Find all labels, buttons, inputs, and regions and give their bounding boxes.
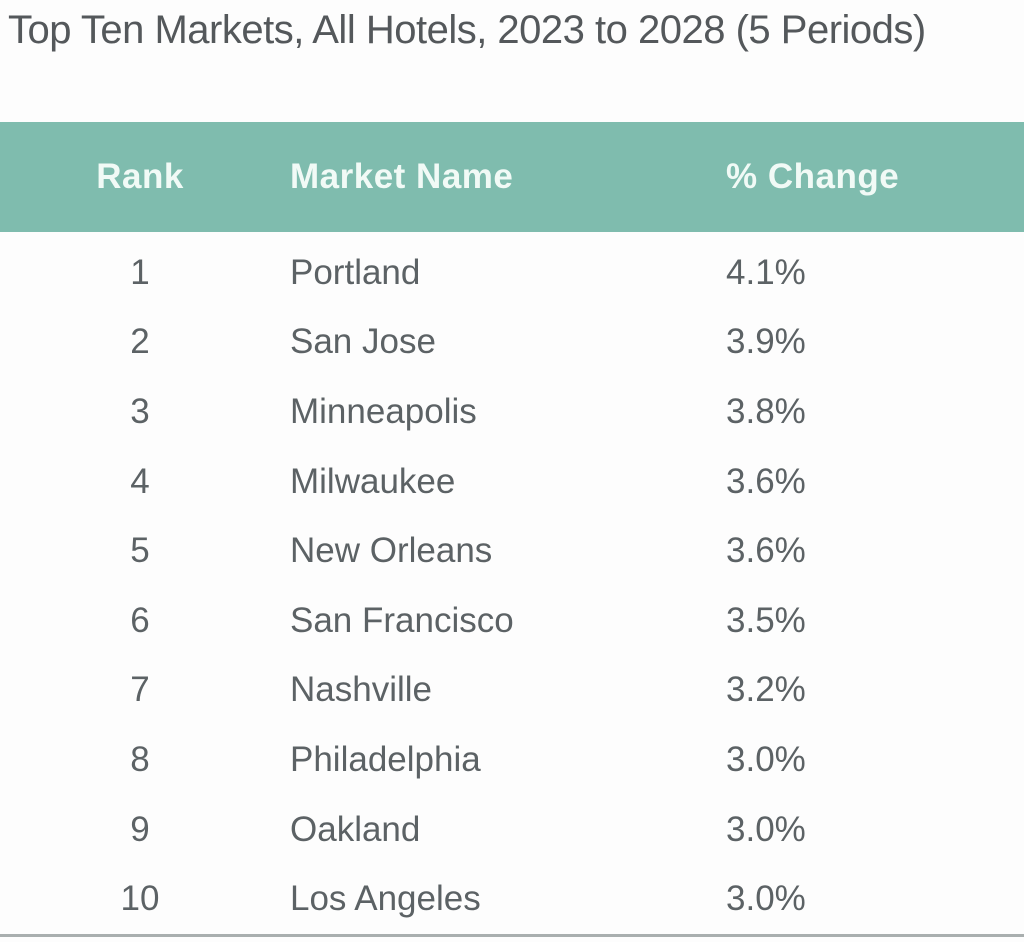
table-row: 10 Los Angeles 3.0% (0, 864, 1024, 934)
percent-change-cell: 3.8% (726, 391, 806, 431)
market-name-cell: Philadelphia (290, 739, 481, 779)
market-name-cell: New Orleans (290, 531, 493, 571)
table-header-row: Rank Market Name % Change (0, 122, 1024, 232)
market-name-cell: San Jose (290, 322, 436, 362)
percent-change-cell: 3.0% (726, 809, 806, 849)
table-row: 9 Oakland 3.0% (0, 795, 1024, 865)
rank-cell: 8 (130, 739, 150, 779)
rank-cell: 10 (120, 879, 160, 919)
market-name-cell: Nashville (290, 670, 432, 710)
rank-cell: 9 (130, 809, 150, 849)
table-row: 6 San Francisco 3.5% (0, 586, 1024, 656)
rank-cell: 6 (130, 600, 150, 640)
column-header-market-name: Market Name (290, 157, 514, 196)
table-row: 5 New Orleans 3.6% (0, 516, 1024, 586)
percent-change-cell: 3.2% (726, 670, 806, 710)
market-name-cell: San Francisco (290, 600, 514, 640)
rank-cell: 1 (130, 252, 150, 292)
market-name-cell: Los Angeles (290, 879, 481, 919)
rank-cell: 4 (130, 461, 150, 501)
rank-cell: 2 (130, 322, 150, 362)
market-name-cell: Oakland (290, 809, 421, 849)
percent-change-cell: 3.9% (726, 322, 806, 362)
page-title: Top Ten Markets, All Hotels, 2023 to 202… (8, 8, 926, 52)
table-row: 4 Milwaukee 3.6% (0, 447, 1024, 517)
percent-change-cell: 4.1% (726, 252, 806, 292)
rank-cell: 7 (130, 670, 150, 710)
percent-change-cell: 3.5% (726, 600, 806, 640)
rank-cell: 3 (130, 391, 150, 431)
table-row: 2 San Jose 3.9% (0, 308, 1024, 378)
percent-change-cell: 3.6% (726, 461, 806, 501)
table-body: 1 Portland 4.1% 2 San Jose 3.9% 3 Minneapolis 3.… (0, 238, 1024, 934)
table-bottom-border (0, 934, 1024, 937)
rank-cell: 5 (130, 531, 150, 571)
percent-change-cell: 3.6% (726, 531, 806, 571)
table-row: 3 Minneapolis 3.8% (0, 377, 1024, 447)
table-row: 8 Philadelphia 3.0% (0, 725, 1024, 795)
column-header-rank: Rank (96, 157, 184, 196)
percent-change-cell: 3.0% (726, 739, 806, 779)
column-header-percent-change: % Change (726, 157, 900, 196)
table-row: 1 Portland 4.1% (0, 238, 1024, 308)
market-name-cell: Milwaukee (290, 461, 456, 501)
market-name-cell: Minneapolis (290, 391, 477, 431)
market-name-cell: Portland (290, 252, 421, 292)
table-row: 7 Nashville 3.2% (0, 656, 1024, 726)
percent-change-cell: 3.0% (726, 879, 806, 919)
